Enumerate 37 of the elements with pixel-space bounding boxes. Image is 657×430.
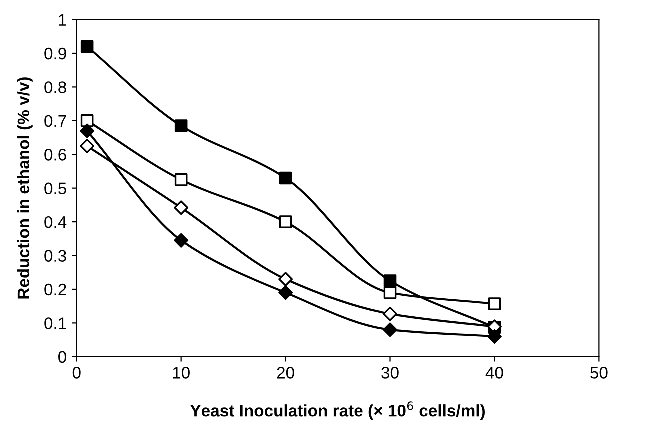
point [488,329,502,344]
point [80,114,94,128]
y-tick-label: 0.8 [44,82,66,94]
point [174,120,188,132]
point [80,138,95,154]
y-tick-label: 0.5 [44,182,66,195]
point [384,286,397,300]
y-tick-label: 0.6 [44,149,66,161]
x-tick-label: 30 [382,367,399,379]
y-tick-label: 0.9 [44,48,66,60]
y-tick-label: 0.1 [44,318,66,330]
point [488,298,502,310]
x-tick-label: 10 [173,367,190,379]
point [384,274,397,288]
point [174,200,189,216]
x-axis-title: Yeast Inoculation rate (× 10$^{6}$ cells/ml) [190,402,486,420]
x-tick-label: 50 [590,367,608,379]
y-tick-label: 0 [58,351,66,364]
point [174,174,188,186]
y-tick-label: 0.2 [44,284,66,296]
point [80,124,95,138]
y-axis-title: Reduction in ethanol (% v/v) [17,78,33,299]
y-tick-label: 0.4 [44,216,67,228]
point [383,322,398,338]
point [279,172,292,185]
point [80,40,94,54]
x-tick-label: 0 [72,367,81,379]
x-tick-label: 20 [277,367,294,379]
point [278,286,294,300]
point [279,216,292,228]
y-tick-label: 1 [59,14,66,26]
point [278,272,294,287]
point [174,233,189,248]
point [383,306,398,322]
x-tick-label: 40 [486,367,504,379]
y-tick-label: 0.7 [44,115,66,128]
y-tick-label: 0.3 [44,250,66,262]
